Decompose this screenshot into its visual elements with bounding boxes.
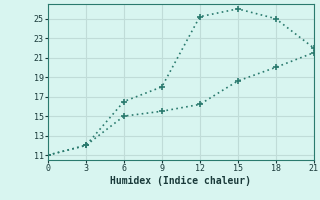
X-axis label: Humidex (Indice chaleur): Humidex (Indice chaleur)	[110, 176, 251, 186]
